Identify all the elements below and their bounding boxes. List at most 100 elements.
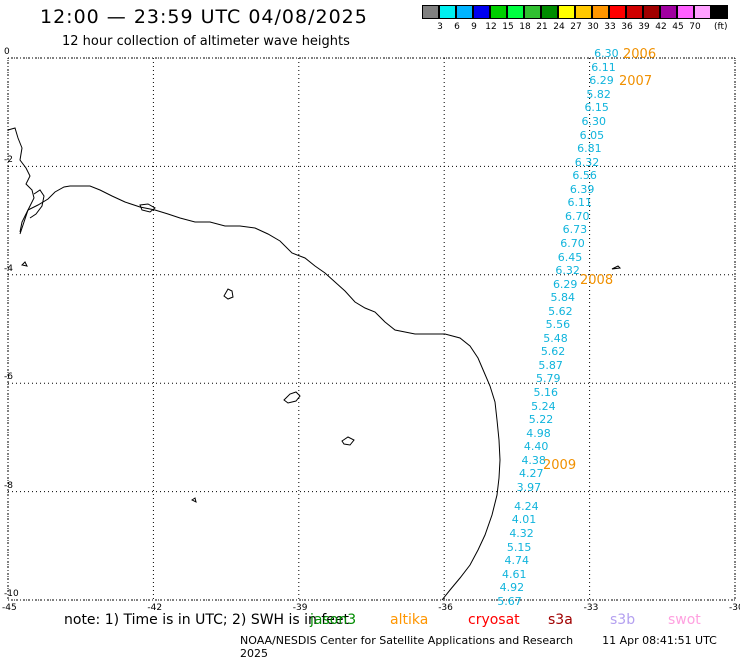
- swh-value: 5.22: [528, 413, 554, 427]
- scale-unit-label: (ft): [714, 22, 728, 32]
- scale-swatch: [643, 5, 660, 19]
- scale-tick-label: 21: [536, 22, 548, 32]
- swh-value: 6.81: [577, 142, 602, 156]
- swh-value: 6.70: [565, 209, 590, 223]
- scale-swatch: [473, 5, 490, 19]
- swh-value: 5.24: [531, 399, 556, 413]
- island-2: [283, 391, 301, 404]
- footer-credit: NOAA/NESDIS Center for Satellite Applica…: [240, 634, 740, 660]
- swh-value: 5.82: [586, 87, 611, 101]
- lat-tick-label: -6: [4, 372, 13, 383]
- lon-tick-label: -36: [438, 603, 453, 613]
- scale-tick-label: 18: [519, 22, 531, 32]
- scale-swatch: [575, 5, 592, 19]
- map-frame: [7, 57, 736, 601]
- scale-tick-label: 45: [672, 22, 684, 32]
- coastline-north-islands: [7, 127, 156, 233]
- island-1: [223, 288, 234, 300]
- scale-tick-label: 36: [621, 22, 633, 32]
- scale-tick-label: 70: [689, 22, 701, 32]
- lat-tick-label: -8: [4, 480, 13, 491]
- scale-swatch: [694, 5, 711, 19]
- swh-value: 6.32: [574, 155, 600, 169]
- scale-swatch: [609, 5, 626, 19]
- legend-item: jason3: [310, 612, 357, 628]
- swh-value: 4.92: [499, 581, 525, 595]
- swh-value: 5.16: [533, 386, 559, 400]
- lat-tick-label: -4: [4, 263, 13, 274]
- swh-value: 6.73: [562, 223, 588, 237]
- scale-swatch: [524, 5, 541, 19]
- credit-text: NOAA/NESDIS Center for Satellite Applica…: [240, 634, 574, 647]
- swh-value: 6.29: [552, 277, 578, 291]
- swh-value: 4.98: [526, 426, 551, 440]
- scale-swatch: [558, 5, 575, 19]
- swh-value: 5.62: [548, 304, 573, 318]
- scale-tick-label: 3: [437, 22, 443, 32]
- swh-value: 5.87: [538, 358, 563, 372]
- scale-swatch: [660, 5, 677, 19]
- swh-value: 6.29: [589, 74, 614, 88]
- swh-value: 4.61: [502, 567, 527, 581]
- time-stamp-label: 2008: [580, 273, 614, 288]
- lat-lon-grid: [7, 57, 736, 601]
- scale-tick-label: 15: [502, 22, 514, 32]
- scale-swatch: [541, 5, 558, 19]
- swh-value: 3.97: [516, 480, 542, 494]
- lon-tick-label: -33: [583, 603, 599, 613]
- island-4: [20, 261, 622, 503]
- swh-value: 6.15: [584, 101, 609, 115]
- scale-tick-label: 42: [655, 22, 667, 32]
- swh-value: 5.62: [540, 345, 566, 359]
- time-stamp-label: 2009: [543, 458, 577, 473]
- swh-value: 6.32: [555, 264, 580, 278]
- swh-value: 5.79: [535, 372, 561, 386]
- time-stamp-label: 2006: [623, 47, 657, 62]
- scale-swatch: [507, 5, 524, 19]
- scale-swatch: [592, 5, 609, 19]
- swh-value: 4.24: [514, 499, 539, 513]
- scale-tick-label: 24: [553, 22, 565, 32]
- swh-value: 5.56: [545, 318, 571, 332]
- swh-value: 4.74: [504, 554, 529, 568]
- legend-item: s3b: [610, 612, 636, 628]
- swh-value: 6.11: [591, 60, 616, 74]
- lon-tick-label: -39: [292, 603, 308, 613]
- lat-tick-label: 0: [4, 47, 10, 57]
- footer-note: note: 1) Time is in UTC; 2) SWH is in fe…: [64, 612, 350, 628]
- legend-item: cryosat: [468, 612, 520, 628]
- time-stamp-label: 2007: [619, 74, 653, 89]
- swh-value: 6.56: [572, 169, 597, 183]
- scale-swatch: [626, 5, 643, 19]
- map-title: 12:00 — 23:59 UTC 04/08/2025: [40, 6, 368, 28]
- swh-value: 6.70: [560, 236, 585, 250]
- swh-value: 6.39: [569, 182, 595, 196]
- scale-tick-label: 39: [638, 22, 650, 32]
- map-subtitle: 12 hour collection of altimeter wave hei…: [62, 34, 350, 49]
- scale-swatch: [711, 5, 728, 19]
- lat-tick-label: -2: [4, 155, 13, 166]
- scale-tick-label: 9: [471, 22, 477, 32]
- scale-tick-label: 33: [604, 22, 616, 32]
- swh-value: 5.15: [506, 540, 532, 554]
- legend-item: altika: [390, 612, 429, 628]
- lon-tick-label: -42: [147, 603, 163, 613]
- swh-value: 6.30: [581, 115, 607, 129]
- swh-value: 4.27: [519, 467, 544, 481]
- legend-item: swot: [668, 612, 701, 628]
- scale-tick-label: 30: [587, 22, 599, 32]
- swh-value: 5.67: [497, 594, 522, 608]
- scale-tick-label: 6: [454, 22, 460, 32]
- swh-value: 6.05: [579, 128, 605, 142]
- scale-tick-label: 27: [570, 22, 582, 32]
- swh-value: 5.48: [543, 331, 568, 345]
- scale-swatch: [490, 5, 507, 19]
- lon-tick-label: -45: [2, 603, 17, 613]
- swh-value: 4.01: [511, 513, 537, 527]
- swh-value: 5.84: [550, 291, 576, 305]
- swh-value: 6.11: [567, 196, 592, 210]
- swh-value: 4.40: [523, 440, 549, 454]
- island-3: [341, 436, 355, 446]
- lon-tick-label: -30: [729, 603, 740, 613]
